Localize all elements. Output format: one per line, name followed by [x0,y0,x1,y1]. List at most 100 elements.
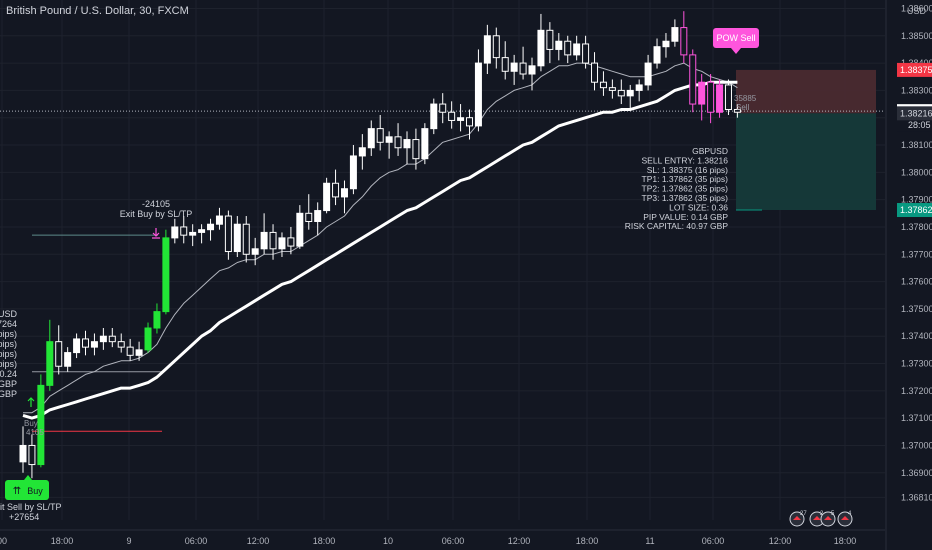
candle-up[interactable] [90,341,98,348]
candle-up[interactable] [430,103,438,130]
candle-up[interactable] [483,35,491,64]
exit-buy-value: -24105 [142,199,170,209]
candle-down[interactable] [546,29,554,50]
candle-up[interactable] [198,229,206,233]
time-axis[interactable]: 00 18:00 9 06:00 12:00 18:00 10 06:00 12:00 18:00… [0,529,885,546]
candle-down[interactable] [180,226,188,236]
candle-up[interactable] [19,444,27,463]
candle-down[interactable] [332,182,340,198]
candle-down[interactable] [108,335,116,343]
candle-down[interactable] [680,27,688,56]
candle-down[interactable] [305,212,313,222]
candle-down[interactable] [439,103,447,113]
candle-up[interactable] [573,43,581,56]
candle-up[interactable] [233,223,241,253]
candle-down[interactable] [733,109,741,113]
candle-up[interactable] [403,139,411,149]
candle-down[interactable] [224,215,232,253]
candle-up[interactable] [653,46,661,64]
candle-down[interactable] [617,89,625,97]
candle-up[interactable] [626,89,634,97]
candle-down[interactable] [519,62,527,75]
candle-down[interactable] [269,231,277,250]
candle-up[interactable] [296,212,304,247]
candle-up[interactable] [358,147,366,157]
time-tick-label: 11 [645,536,654,546]
candle-up[interactable] [144,327,152,351]
candle-up[interactable] [510,62,518,72]
left-info-line: BPUSD [0,309,17,319]
candle-up[interactable] [64,352,72,367]
candle-up[interactable] [215,215,223,225]
candle-up[interactable] [671,27,679,42]
candle-down[interactable] [28,444,36,466]
candles[interactable] [19,11,741,479]
price-tick-label: 1.38300 [901,85,932,95]
trade-info-line: TP1: 1.37862 (35 pips) [642,174,729,184]
candle-up[interactable] [251,248,259,255]
sell-badge[interactable] [713,28,759,48]
candle-up[interactable] [314,210,322,222]
candle-up[interactable] [135,349,143,356]
candle-up[interactable] [474,62,482,127]
candle-down[interactable] [466,117,473,127]
candle-up[interactable] [162,237,170,313]
candle-up[interactable] [537,29,545,67]
candle-up[interactable] [73,338,81,354]
candle-down[interactable] [689,54,697,105]
candle-down[interactable] [448,111,456,121]
moving-averages [22,62,738,420]
candle-up[interactable] [644,62,652,86]
candle-down[interactable] [707,81,715,113]
candle-up[interactable] [421,128,429,160]
candle-up[interactable] [260,231,268,250]
candle-up[interactable] [153,311,161,329]
candle-up[interactable] [698,81,706,105]
candle-up[interactable] [323,182,331,212]
candle-up[interactable] [716,84,724,113]
candle-down[interactable] [599,81,607,89]
candle-up[interactable] [189,231,197,236]
candle-up[interactable] [207,223,215,231]
candle-up[interactable] [349,155,357,190]
candle-up[interactable] [457,117,465,121]
buy-badge[interactable] [5,480,49,500]
candle-down[interactable] [501,57,509,72]
candle-down[interactable] [582,43,590,64]
candle-down[interactable] [394,136,402,149]
candle-up[interactable] [46,341,54,386]
candle-up[interactable] [528,65,536,75]
candle-up[interactable] [367,128,375,149]
candle-up[interactable] [99,335,107,343]
time-tick-label: 00 [0,536,7,546]
candle-down[interactable] [117,341,125,348]
candle-down[interactable] [724,84,732,111]
candle-down[interactable] [287,237,295,247]
candle-up[interactable] [662,40,670,48]
entry-price-tag-bg[interactable] [897,106,932,121]
candle-down[interactable] [492,35,500,59]
candle-down[interactable] [591,62,599,83]
time-tick-label: 12:00 [508,536,531,546]
tp-price-tag-bg[interactable] [897,203,932,218]
candle-down[interactable] [564,40,572,56]
sl-price-tag-bg[interactable] [897,62,932,77]
candle-up[interactable] [555,40,563,50]
candle-down[interactable] [82,338,90,348]
candle-up[interactable] [635,84,643,91]
candle-down[interactable] [376,128,384,143]
candle-up[interactable] [37,384,45,466]
candle-down[interactable] [412,139,420,160]
price-axis[interactable]: 1.386001.385001.384001.383001.382001.381… [885,0,932,550]
candle-up[interactable] [171,226,179,239]
candle-up[interactable] [340,188,348,198]
price-tick-label: 1.37000 [901,440,932,450]
candle-up[interactable] [385,136,393,143]
candle-down[interactable] [126,346,134,356]
candle-down[interactable] [55,341,63,367]
candle-down[interactable] [608,87,616,91]
candle-down[interactable] [242,223,250,255]
indicator-badges[interactable]: 27 2 5 4 [789,511,853,527]
candle-up[interactable] [278,237,286,250]
